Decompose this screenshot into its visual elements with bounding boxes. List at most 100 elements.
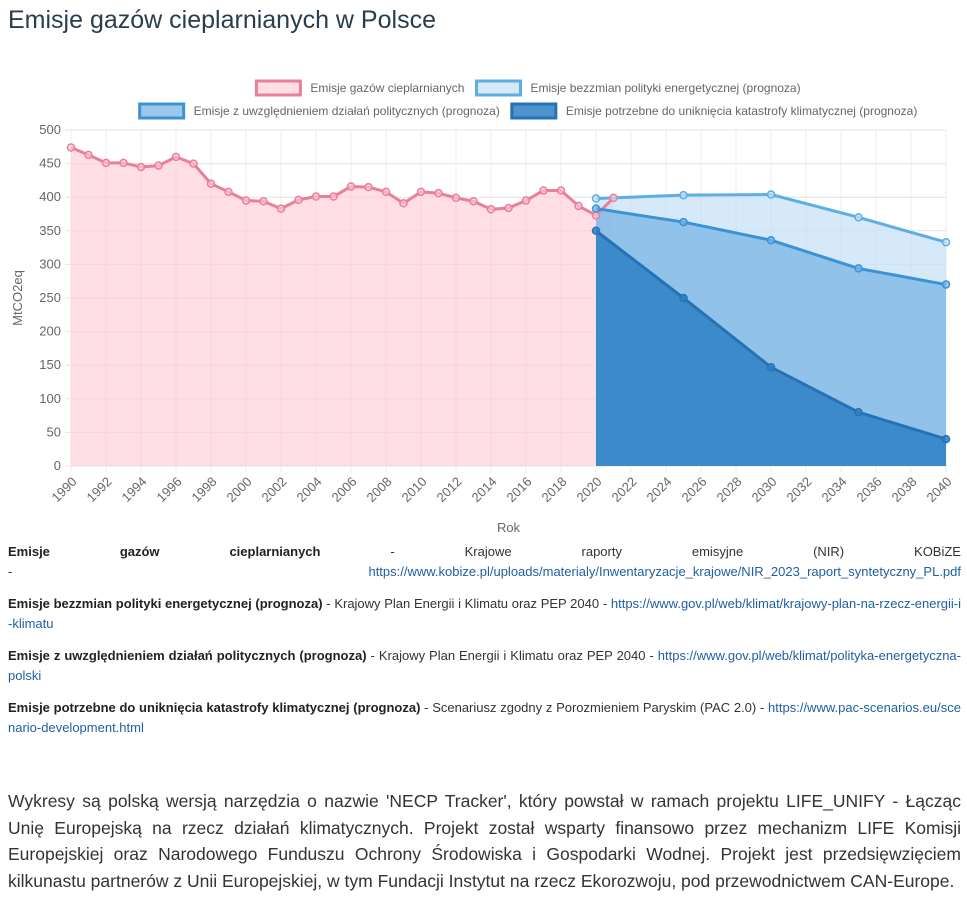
data-point bbox=[941, 434, 951, 444]
y-tick-label: 200 bbox=[39, 324, 61, 339]
sources-section: Emisje gazów cieplarnianych - Krajowe ra… bbox=[8, 542, 961, 750]
data-point bbox=[364, 182, 373, 192]
chart-legend: Emisje gazów cieplarnianych Emisje bezzmi… bbox=[138, 79, 918, 120]
data-point bbox=[381, 187, 391, 197]
data-point bbox=[241, 196, 251, 205]
data-point bbox=[451, 193, 461, 203]
x-axis-title: Rok bbox=[497, 520, 521, 535]
data-point bbox=[521, 196, 531, 205]
chart-areas bbox=[71, 147, 946, 467]
legend-item: Emisje potrzebne do uniknięcia katastrof… bbox=[510, 102, 918, 120]
x-tick-label: 2032 bbox=[783, 474, 814, 505]
series-area-0 bbox=[71, 147, 614, 467]
x-tick-label: 2030 bbox=[748, 474, 779, 505]
data-point bbox=[766, 190, 776, 199]
data-point bbox=[434, 188, 443, 198]
source-separator: - bbox=[649, 648, 654, 663]
source-name: Emisje potrzebne do uniknięcia katastrof… bbox=[8, 700, 421, 715]
x-tick-label: 2014 bbox=[468, 474, 499, 505]
x-tick-label: 2036 bbox=[853, 474, 884, 505]
source-separator: - bbox=[759, 700, 765, 715]
source-separator: - bbox=[602, 596, 608, 611]
x-axis-ticks: 1990 1992 1994 1996 1998 2000 2002 2004 2006 2008… bbox=[48, 474, 954, 505]
legend-swatch bbox=[254, 79, 302, 97]
data-point bbox=[591, 226, 601, 236]
x-tick-label: 2016 bbox=[503, 474, 534, 505]
data-point bbox=[346, 182, 356, 191]
source-entry: Emisje z uwzględnieniem działań politycz… bbox=[8, 646, 961, 686]
source-separator: - bbox=[8, 564, 13, 579]
y-tick-label: 50 bbox=[47, 424, 61, 439]
y-tick-label: 500 bbox=[39, 122, 61, 137]
source-separator: - bbox=[326, 596, 331, 611]
data-point bbox=[171, 152, 181, 162]
x-tick-label: 2022 bbox=[608, 474, 639, 505]
x-tick-label: 2020 bbox=[573, 474, 604, 505]
source-entry: Emisje gazów cieplarnianych - Krajowe ra… bbox=[8, 542, 961, 582]
data-point bbox=[854, 213, 863, 222]
data-point bbox=[679, 217, 688, 227]
x-tick-label: 2026 bbox=[678, 474, 709, 505]
y-tick-label: 250 bbox=[39, 290, 61, 305]
data-point bbox=[311, 192, 321, 201]
source-name: Emisje z uwzględnieniem działań politycz… bbox=[8, 648, 367, 663]
data-point bbox=[224, 187, 233, 197]
legend-label: Emisje potrzebne do uniknięcia katastrof… bbox=[566, 104, 918, 118]
x-tick-label: 2010 bbox=[398, 474, 429, 505]
source-separator: - bbox=[370, 648, 375, 663]
data-point bbox=[854, 407, 863, 417]
data-point bbox=[154, 161, 163, 170]
page-title: Emisje gazów cieplarnianych w Polsce bbox=[8, 6, 436, 34]
x-tick-label: 2040 bbox=[923, 474, 954, 505]
legend-swatch bbox=[510, 102, 558, 120]
data-point bbox=[101, 158, 111, 168]
x-tick-label: 2006 bbox=[328, 474, 359, 505]
x-tick-label: 2038 bbox=[888, 474, 919, 505]
source-link[interactable]: https://www.kobize.pl/uploads/materialy/… bbox=[368, 564, 961, 579]
x-tick-label: 2004 bbox=[293, 474, 324, 505]
x-tick-label: 1992 bbox=[83, 474, 114, 505]
data-point bbox=[84, 150, 93, 160]
x-tick-label: 2018 bbox=[538, 474, 569, 505]
source-entry: Emisje bezzmian polityki energetycznej (… bbox=[8, 594, 961, 634]
data-point bbox=[294, 195, 303, 205]
legend-swatch bbox=[474, 79, 522, 97]
source-desc: Krajowy Plan Energii i Klimatu oraz PEP … bbox=[378, 648, 646, 663]
source-link[interactable]: https://www.pac-scenarios.eu/scenario-de… bbox=[8, 700, 961, 735]
data-point bbox=[941, 280, 951, 289]
data-point bbox=[591, 211, 601, 220]
data-point bbox=[119, 158, 128, 168]
source-separator: - bbox=[424, 700, 429, 715]
legend-label: Emisje gazów cieplarnianych bbox=[310, 81, 464, 95]
y-axis-ticks: 0 50 100 150 200 250 300 350 400 450 500 bbox=[39, 122, 61, 473]
data-point bbox=[539, 186, 548, 195]
x-tick-label: 1996 bbox=[153, 474, 184, 505]
x-tick-label: 2034 bbox=[818, 474, 849, 505]
source-link[interactable]: https://www.gov.pl/web/klimat/polityka-e… bbox=[8, 648, 961, 683]
data-point bbox=[679, 293, 688, 303]
source-entry: Emisje potrzebne do uniknięcia katastrof… bbox=[8, 698, 961, 738]
legend-item: Emisje z uwzględnieniem działań politycz… bbox=[138, 102, 500, 120]
y-tick-label: 150 bbox=[39, 357, 61, 372]
x-tick-label: 1990 bbox=[48, 474, 79, 505]
source-name: Emisje gazów cieplarnianych bbox=[8, 544, 321, 559]
data-point bbox=[136, 162, 146, 172]
y-tick-label: 400 bbox=[39, 189, 61, 204]
y-tick-label: 0 bbox=[54, 458, 61, 473]
data-point bbox=[416, 187, 426, 197]
source-desc: Krajowe raporty emisyjne (NIR) KOBiZE bbox=[464, 544, 961, 559]
source-link[interactable]: https://www.gov.pl/web/klimat/krajowy-pl… bbox=[8, 596, 962, 631]
data-point bbox=[556, 186, 566, 195]
data-point bbox=[329, 192, 338, 201]
x-tick-label: 2008 bbox=[363, 474, 394, 505]
x-tick-label: 1998 bbox=[188, 474, 219, 505]
data-point bbox=[766, 235, 776, 245]
chart-points bbox=[66, 143, 951, 444]
data-point bbox=[941, 237, 951, 247]
series-area-3 bbox=[596, 230, 946, 466]
data-point bbox=[854, 264, 863, 273]
data-point bbox=[574, 201, 583, 211]
y-tick-label: 300 bbox=[39, 256, 61, 271]
data-point bbox=[591, 204, 601, 213]
source-separator: - bbox=[390, 544, 395, 559]
